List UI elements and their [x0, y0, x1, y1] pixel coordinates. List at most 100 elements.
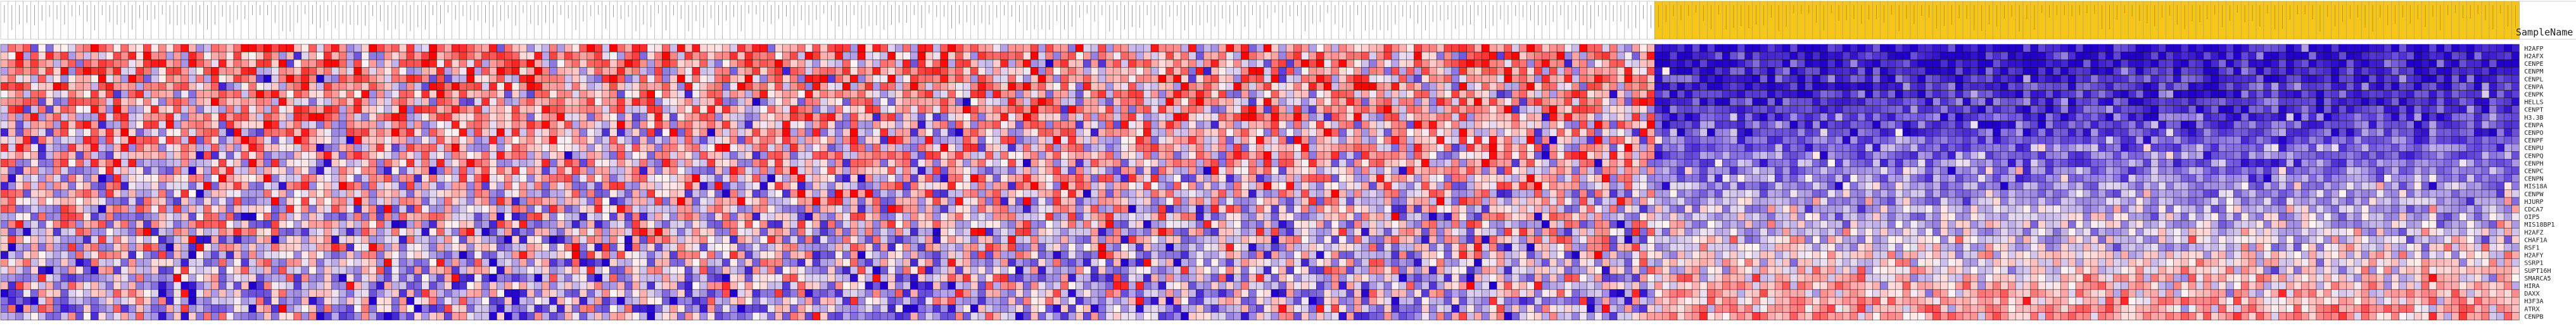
heatmap-cell: [2354, 97, 2362, 106]
heatmap-cell: [151, 97, 159, 106]
heatmap-cell: [414, 113, 422, 122]
heatmap-cell: [662, 97, 670, 106]
heatmap-cell: [1060, 67, 1069, 75]
heatmap-cell: [1752, 105, 1760, 114]
heatmap-cell: [767, 90, 775, 98]
heatmap-cell: [2128, 128, 2136, 137]
heatmap-cell: [2045, 75, 2053, 83]
heatmap-cell: [376, 82, 384, 91]
heatmap-cell: [1113, 51, 1121, 60]
heatmap-cell: [587, 120, 595, 129]
heatmap-cell: [1196, 51, 1204, 60]
heatmap-cell: [1917, 105, 1926, 114]
heatmap-cell: [730, 105, 738, 114]
heatmap-cell: [835, 51, 843, 60]
heatmap-cell: [2294, 120, 2302, 129]
heatmap-cell: [38, 97, 46, 106]
heatmap-cell: [2256, 90, 2264, 98]
heatmap-cell: [1534, 90, 1542, 98]
heatmap-cell: [797, 135, 806, 144]
heatmap-cell: [602, 90, 610, 98]
heatmap-cell: [804, 44, 813, 53]
heatmap-cell: [308, 51, 317, 60]
heatmap-cell: [1985, 90, 1993, 98]
heatmap-cell: [1346, 44, 1354, 53]
heatmap-cell: [361, 120, 369, 129]
heatmap-cell: [2346, 120, 2354, 129]
heatmap-cell: [248, 120, 257, 129]
heatmap-cell: [165, 97, 174, 106]
heatmap-cell: [2256, 113, 2264, 122]
heatmap-cell: [1511, 128, 1520, 137]
heatmap-cell: [2248, 67, 2257, 75]
heatmap-cell: [2181, 59, 2189, 68]
heatmap-cell: [429, 113, 437, 122]
heatmap-cell: [1068, 67, 1076, 75]
heatmap-cell: [256, 120, 264, 129]
heatmap-cell: [414, 128, 422, 137]
heatmap-cell: [827, 120, 835, 129]
heatmap-cell: [1068, 128, 1076, 137]
heatmap-cell: [1616, 97, 1625, 106]
heatmap-cell: [1977, 44, 1986, 53]
heatmap-cell: [1241, 75, 1249, 83]
heatmap-cell: [1181, 44, 1189, 53]
heatmap-cell: [857, 120, 866, 129]
heatmap-cell: [38, 67, 46, 75]
heatmap-cell: [2143, 113, 2152, 122]
heatmap-cell: [2233, 97, 2242, 106]
heatmap-cell: [2173, 97, 2181, 106]
heatmap-cell: [2286, 90, 2294, 98]
heatmap-cell: [1278, 67, 1286, 75]
heatmap-cell: [1917, 82, 1926, 91]
heatmap-cell: [2083, 105, 2091, 114]
heatmap-cell: [903, 51, 911, 60]
heatmap-cell: [564, 97, 573, 106]
heatmap-cell: [188, 105, 196, 114]
heatmap-cell: [1376, 82, 1385, 91]
heatmap-cell: [970, 51, 979, 60]
heatmap-cell: [2135, 113, 2144, 122]
heatmap-cell: [2166, 75, 2174, 83]
heatmap-cell: [1181, 51, 1189, 60]
heatmap-cell: [2045, 59, 2053, 68]
heatmap-cell: [1030, 82, 1039, 91]
heatmap-cell: [1699, 67, 1708, 75]
heatmap-cell: [143, 113, 151, 122]
heatmap-cell: [1632, 113, 1640, 122]
heatmap-cell: [654, 51, 663, 60]
heatmap-cell: [2233, 128, 2242, 137]
heatmap-cell: [1767, 135, 1775, 144]
heatmap-cell: [391, 120, 400, 129]
heatmap-cell: [1008, 120, 1016, 129]
heatmap-cell: [143, 44, 151, 53]
heatmap-cell: [1053, 97, 1061, 106]
heatmap-cell: [1511, 44, 1520, 53]
heatmap-cell: [165, 105, 174, 114]
heatmap-cell: [571, 128, 580, 137]
heatmap-cell: [398, 113, 407, 122]
heatmap-cell: [579, 82, 588, 91]
heatmap-cell: [1624, 97, 1633, 106]
heatmap-cell: [1744, 97, 1753, 106]
heatmap-cell: [1692, 44, 1700, 53]
heatmap-cell: [692, 44, 701, 53]
heatmap-cell: [1917, 135, 1926, 144]
heatmap-cell: [631, 90, 640, 98]
heatmap-cell: [45, 90, 54, 98]
heatmap-cell: [1053, 44, 1061, 53]
heatmap-cell: [1511, 51, 1520, 60]
heatmap-cell: [587, 90, 595, 98]
heatmap-cell: [1699, 82, 1708, 91]
heatmap-cell: [211, 44, 219, 53]
heatmap-cell: [1466, 128, 1475, 137]
heatmap-cell: [677, 44, 685, 53]
heatmap-cell: [2354, 75, 2362, 83]
heatmap-cell: [376, 75, 384, 83]
heatmap-cell: [2038, 113, 2046, 122]
heatmap-cell: [557, 128, 565, 137]
heatmap-cell: [617, 82, 625, 91]
heatmap-cell: [564, 135, 573, 144]
heatmap-cell: [53, 105, 61, 114]
heatmap-cell: [1556, 59, 1565, 68]
